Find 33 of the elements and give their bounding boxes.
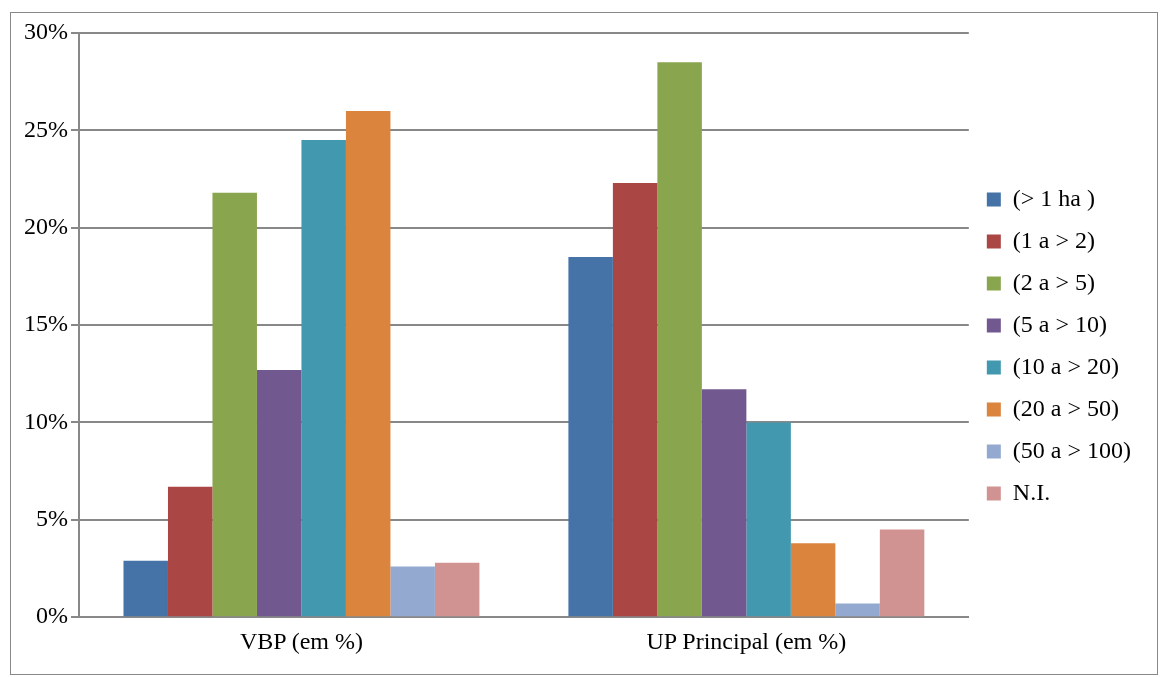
bar — [212, 192, 257, 617]
legend-label: N.I. — [1012, 478, 1051, 505]
bar — [701, 389, 747, 617]
y-tick-label: 25% — [23, 115, 68, 142]
legend-label: (50 a > 100) — [1012, 436, 1131, 463]
legend-label: (2 a > 5) — [1012, 268, 1095, 295]
bar — [746, 422, 791, 617]
bar — [657, 62, 702, 617]
bar — [835, 603, 880, 617]
bar — [123, 560, 168, 617]
y-tick-label: 15% — [23, 310, 68, 337]
bar — [879, 529, 925, 617]
legend-label: (5 a > 10) — [1012, 310, 1107, 337]
bar — [345, 110, 391, 617]
bar — [434, 562, 480, 617]
y-tick-label: 30% — [23, 18, 68, 45]
bar — [790, 543, 836, 617]
bar — [256, 369, 302, 617]
y-tick-label: 10% — [23, 407, 68, 434]
y-tick-label: 5% — [35, 505, 68, 532]
legend-label: (20 a > 50) — [1012, 394, 1119, 421]
legend-label: (10 a > 20) — [1012, 352, 1119, 379]
x-tick-label: UP Principal (em %) — [646, 627, 847, 654]
legend-label: (> 1 ha ) — [1012, 184, 1095, 211]
x-tick-label: VBP (em %) — [239, 627, 363, 654]
bar — [167, 486, 213, 617]
bar — [390, 566, 435, 617]
y-tick-label: 0% — [35, 602, 68, 629]
bar — [568, 256, 613, 617]
bar — [612, 182, 658, 617]
y-tick-label: 20% — [23, 213, 68, 240]
legend-label: (1 a > 2) — [1012, 226, 1095, 253]
bar — [301, 140, 346, 617]
